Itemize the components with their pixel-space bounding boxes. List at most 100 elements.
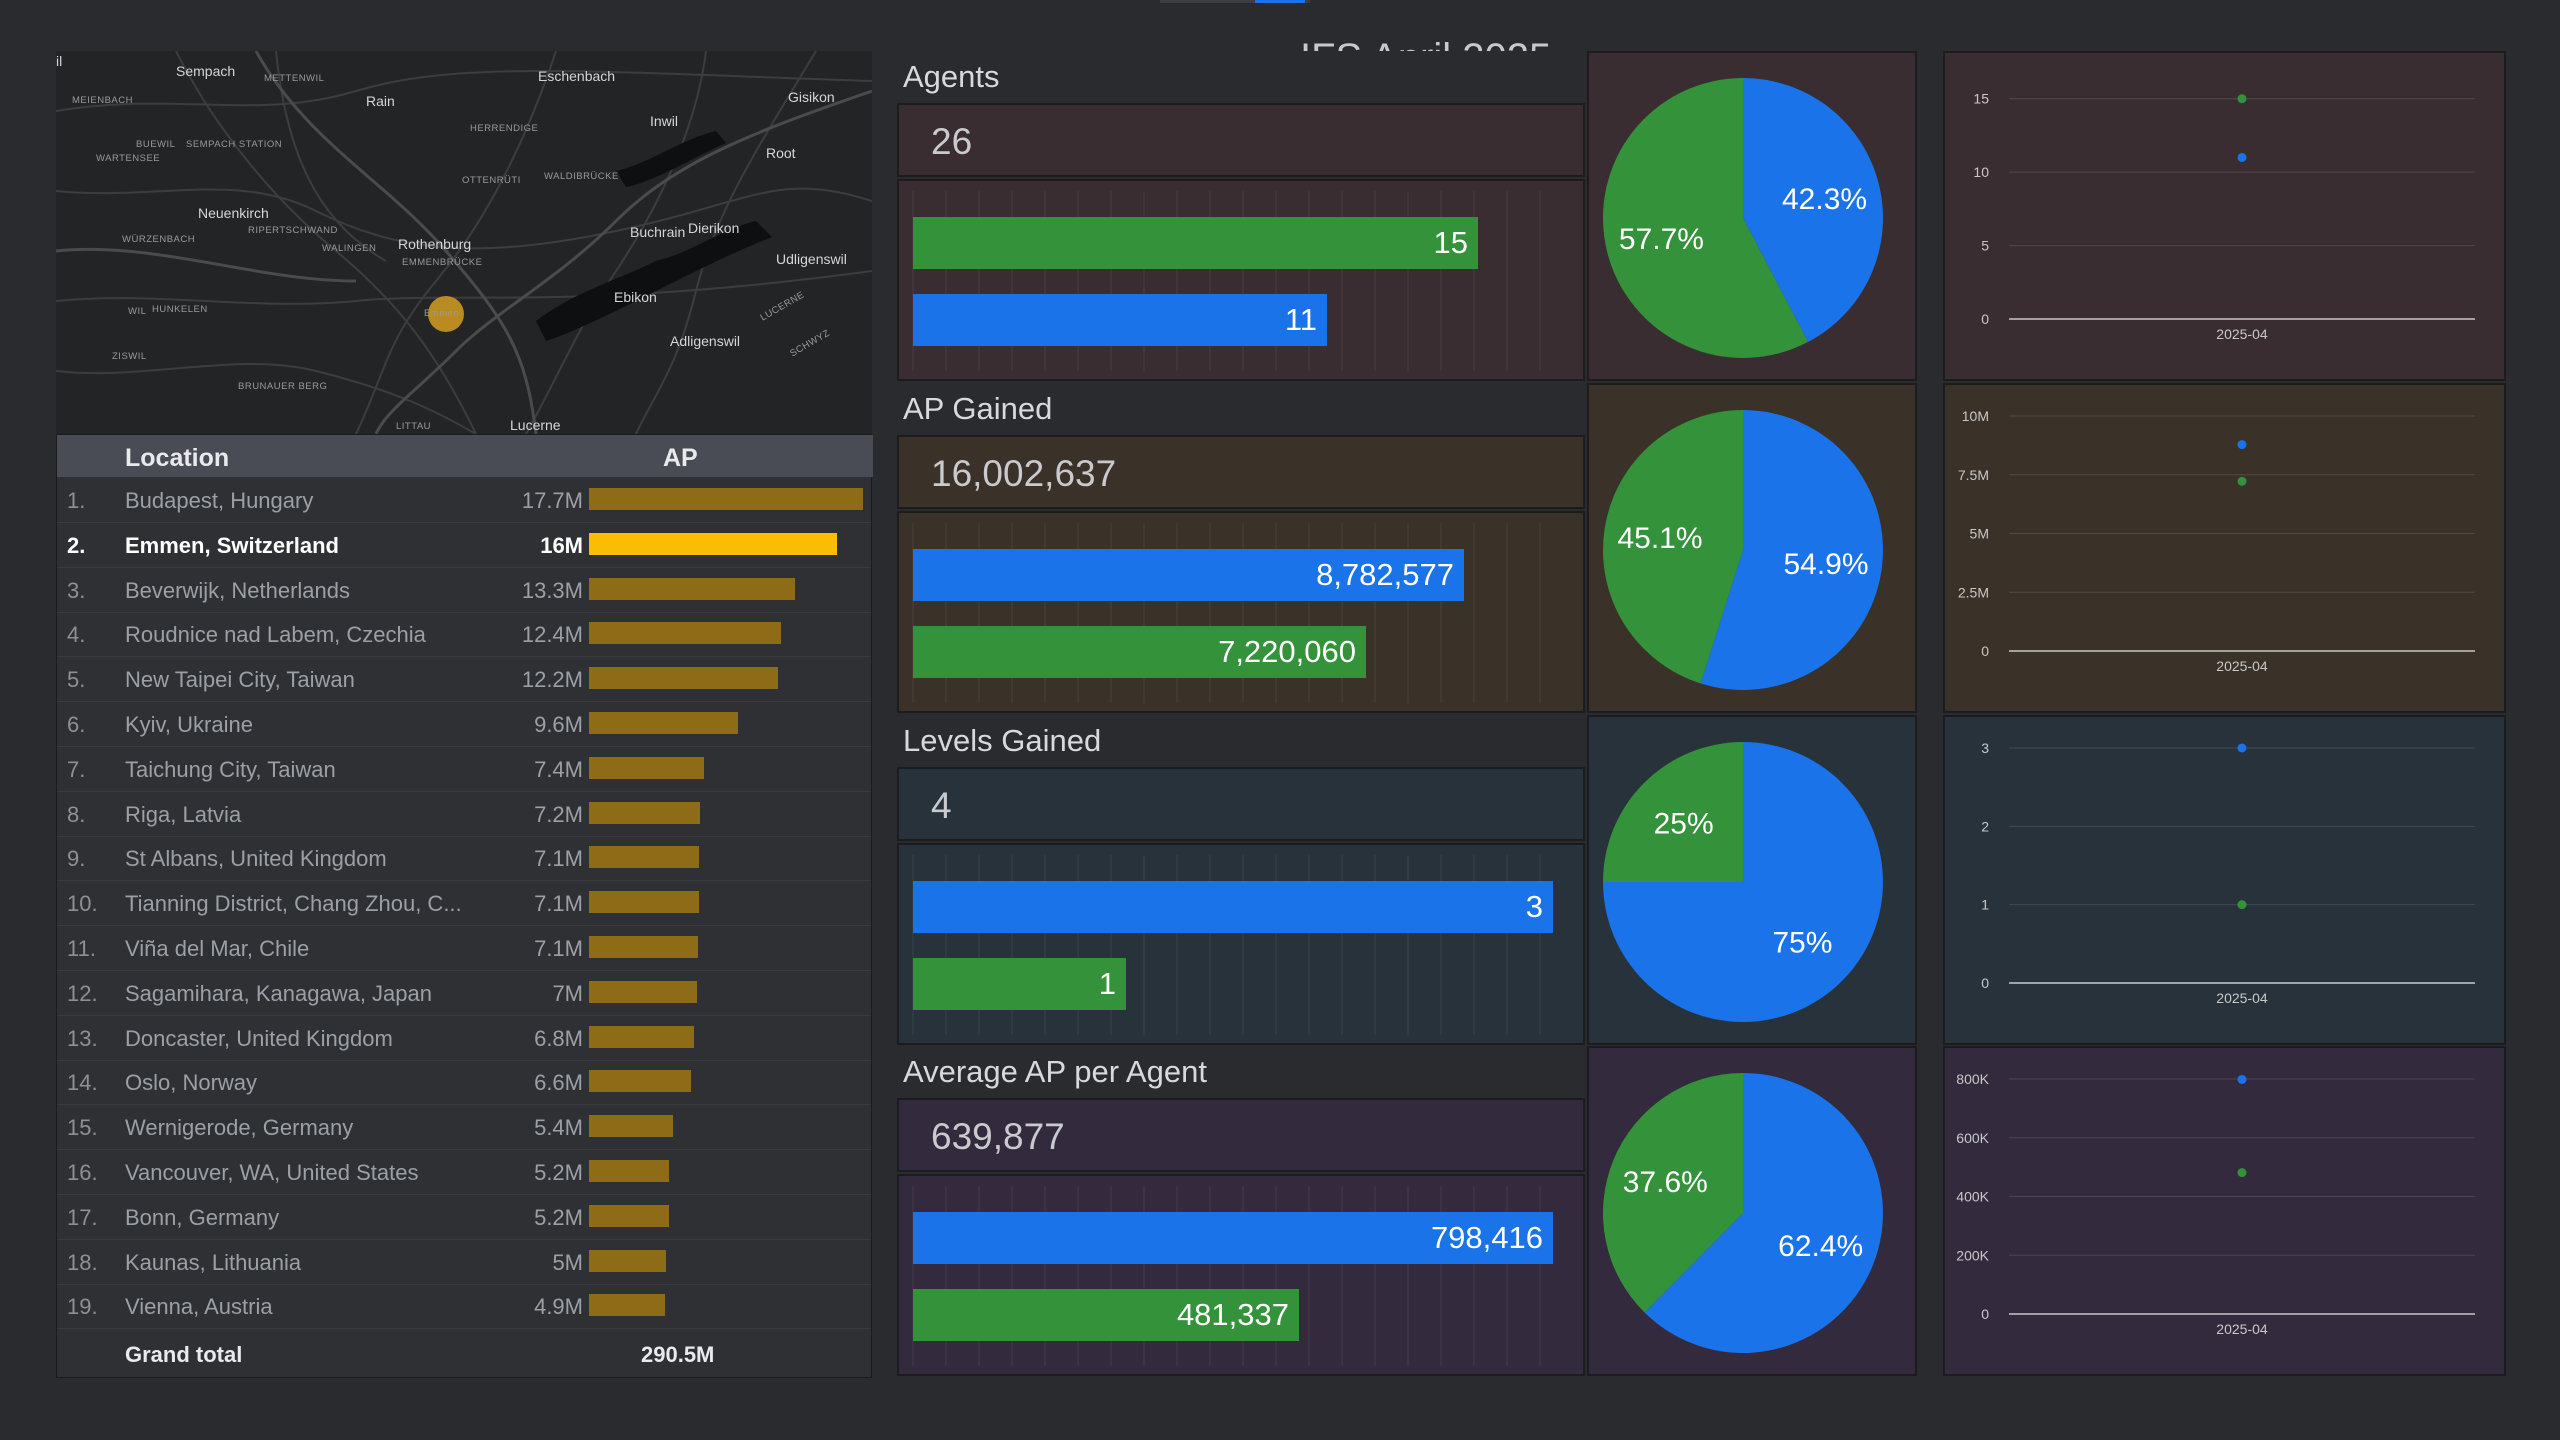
- row-location: Viña del Mar, Chile: [125, 936, 310, 961]
- row-location: Riga, Latvia: [125, 801, 242, 827]
- metric-trend-chart: 0 1 2 3 2025-04: [1943, 715, 2506, 1045]
- bar-green[interactable]: [913, 1289, 1299, 1341]
- row-location: Beverwijk, Netherlands: [125, 577, 350, 603]
- row-ap-bar: [589, 667, 778, 690]
- row-ap-value: 6.6M: [534, 1070, 583, 1096]
- trend-y-tick: 10M: [1962, 408, 1989, 424]
- metric-total-value: 639,877: [931, 1116, 1065, 1157]
- table-row[interactable]: 11. Viña del Mar, Chile 7.1M: [57, 926, 871, 971]
- table-row[interactable]: 5. New Taipei City, Taiwan 12.2M: [57, 657, 871, 703]
- pie-chart-svg: 54.9% 45.1%: [1603, 410, 1883, 690]
- metric-total-card: 4: [897, 767, 1585, 841]
- table-row[interactable]: 14. Oslo, Norway 6.6M: [57, 1060, 871, 1106]
- trend-point-green[interactable]: [2237, 900, 2247, 910]
- trend-chart-svg: 0 1 2 3 2025-04: [1981, 740, 2475, 1006]
- page-indicator-active[interactable]: [1255, 0, 1305, 3]
- bar-value-label: 8,782,577: [1316, 557, 1454, 592]
- metric-title: AP Gained: [903, 391, 1053, 426]
- row-rank: 19.: [67, 1294, 98, 1320]
- table-row[interactable]: 6. Kyiv, Ukraine 9.6M: [57, 702, 871, 747]
- trend-y-tick: 5: [1981, 238, 1989, 254]
- column-header-ap[interactable]: AP: [663, 444, 698, 472]
- pie-slice-green[interactable]: [1603, 1073, 1743, 1313]
- trend-y-tick: 600K: [1956, 1130, 1989, 1146]
- pie-slice-green[interactable]: [1603, 410, 1743, 684]
- page-navigation-bar[interactable]: [1160, 0, 1310, 3]
- metric-trend-chart: 0 5 10 15 2025-04: [1943, 51, 2506, 381]
- table-row[interactable]: 15. Wernigerode, Germany 5.4M: [57, 1105, 871, 1151]
- location-map[interactable]: Sempach METTENWIL Eschenbach MEIENBACH Rain G…: [56, 51, 872, 434]
- table-row[interactable]: 8. Riga, Latvia 7.2M: [57, 792, 871, 837]
- bar-blue[interactable]: [913, 881, 1553, 933]
- trend-point-blue[interactable]: [2237, 152, 2247, 162]
- row-ap-bar: [589, 1204, 669, 1227]
- row-rank: 11.: [67, 936, 96, 961]
- table-row[interactable]: 9. St Albans, United Kingdom 7.1M: [57, 836, 871, 882]
- pie-slice-label: 57.7%: [1619, 223, 1704, 256]
- table-row[interactable]: 12. Sagamihara, Kanagawa, Japan 7M: [57, 971, 871, 1016]
- bar-green[interactable]: [913, 626, 1366, 678]
- pie-slice-green[interactable]: [1603, 78, 1809, 358]
- map-place-label: OTTENRÜTI: [462, 175, 521, 186]
- table-row[interactable]: 16. Vancouver, WA, United States 5.2M: [57, 1150, 871, 1195]
- trend-point-blue[interactable]: [2237, 1074, 2247, 1084]
- row-ap-value: 5.2M: [534, 1204, 583, 1230]
- trend-x-tick: 2025-04: [2216, 658, 2268, 674]
- bar-green[interactable]: [913, 958, 1126, 1010]
- table-row[interactable]: 2. Emmen, Switzerland 16M: [57, 523, 871, 568]
- column-header-location[interactable]: Location: [125, 444, 230, 472]
- map-place-label: RIPERTSCHWAND: [248, 225, 338, 236]
- pie-slice-green[interactable]: [1603, 742, 1743, 882]
- row-ap-value: 7.1M: [534, 891, 583, 917]
- table-row[interactable]: 18. Kaunas, Lithuania 5M: [57, 1240, 871, 1285]
- trend-y-tick: 15: [1973, 91, 1989, 107]
- trend-chart-svg: 0 5 10 15 2025-04: [1973, 91, 2475, 342]
- row-ap-value: 12.2M: [521, 667, 583, 693]
- row-location: Vancouver, WA, United States: [125, 1160, 419, 1185]
- trend-x-tick: 2025-04: [2216, 1321, 2268, 1337]
- trend-point-green[interactable]: [2237, 94, 2247, 104]
- map-place-label: Rain: [366, 93, 395, 109]
- pie-slice-label: 42.3%: [1782, 183, 1867, 216]
- map-place-label: il: [56, 53, 63, 69]
- row-ap-bar: [589, 1294, 665, 1317]
- row-ap-bar: [589, 532, 837, 555]
- pie-slice-blue[interactable]: [1743, 78, 1883, 342]
- map-place-label: Ebikon: [614, 289, 657, 305]
- metric-bar-chart: 798,416 481,337: [897, 1174, 1585, 1376]
- table-row[interactable]: 13. Doncaster, United Kingdom 6.8M: [57, 1016, 871, 1061]
- row-location: Doncaster, United Kingdom: [125, 1025, 393, 1051]
- grand-total-label: Grand total: [125, 1342, 243, 1367]
- trend-point-blue[interactable]: [2237, 440, 2247, 450]
- table-row[interactable]: 7. Taichung City, Taiwan 7.4M: [57, 747, 871, 792]
- map-place-label: WALINGEN: [322, 243, 377, 254]
- trend-y-tick: 7.5M: [1958, 467, 1989, 483]
- bar-value-label: 3: [1526, 889, 1543, 924]
- pie-slice-blue[interactable]: [1644, 1073, 1883, 1353]
- table-row[interactable]: 10. Tianning District, Chang Zhou, C... 7.…: [57, 881, 871, 927]
- row-ap-bar: [589, 1115, 673, 1138]
- trend-point-green[interactable]: [2237, 476, 2247, 486]
- row-ap-bar: [589, 801, 700, 824]
- table-row[interactable]: 1. Budapest, Hungary 17.7M: [57, 478, 871, 523]
- bar-blue[interactable]: [913, 294, 1327, 346]
- row-ap-bar: [589, 488, 863, 510]
- pie-slice-blue[interactable]: [1700, 410, 1883, 690]
- map-place-label: WARTENSEE: [96, 153, 161, 164]
- table-row[interactable]: 19. Vienna, Austria 4.9M: [57, 1284, 871, 1330]
- trend-y-tick: 3: [1981, 740, 1989, 756]
- table-row[interactable]: 3. Beverwijk, Netherlands 13.3M: [57, 568, 871, 613]
- bar-blue[interactable]: [913, 549, 1464, 601]
- metric-pie-chart: 54.9% 45.1%: [1587, 383, 1917, 713]
- bar-blue[interactable]: [913, 1212, 1553, 1264]
- trend-point-blue[interactable]: [2237, 743, 2247, 753]
- trend-point-green[interactable]: [2237, 1168, 2247, 1178]
- row-rank: 1.: [67, 488, 86, 513]
- map-place-label: BUEWIL: [136, 139, 176, 150]
- trend-y-tick: 5M: [1970, 526, 1989, 542]
- bar-green[interactable]: [913, 217, 1478, 269]
- table-row[interactable]: 4. Roudnice nad Labem, Czechia 12.4M: [57, 612, 871, 658]
- row-location: Emmen, Switzerland: [125, 532, 339, 558]
- row-ap-value: 7.1M: [534, 846, 583, 872]
- table-row[interactable]: 17. Bonn, Germany 5.2M: [57, 1195, 871, 1240]
